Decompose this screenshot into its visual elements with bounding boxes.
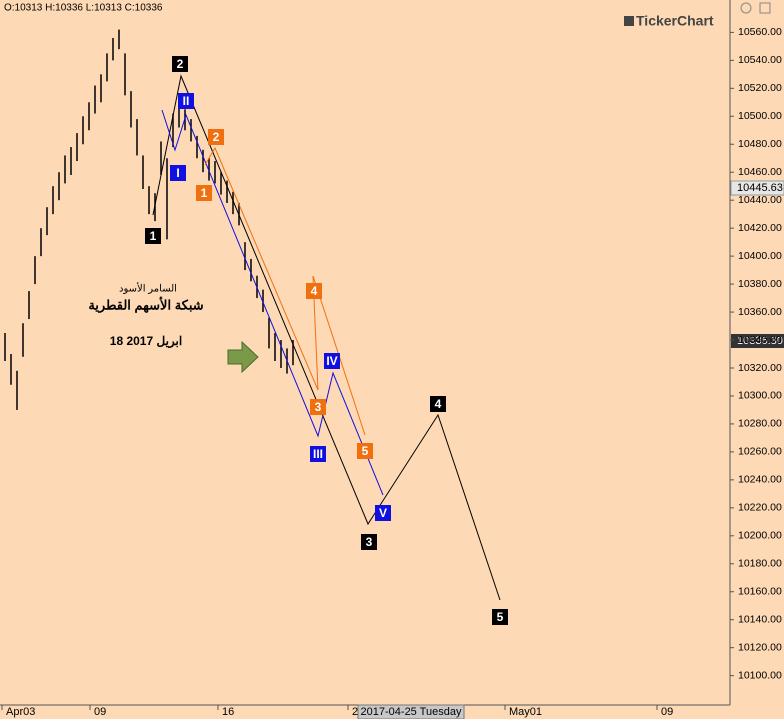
y-tick-label: 10320.00 bbox=[738, 362, 782, 374]
wave-label-box bbox=[361, 534, 377, 550]
y-tick-label: 10300.00 bbox=[738, 390, 782, 402]
y-tick-label: 10420.00 bbox=[738, 222, 782, 234]
y-tick-label: 10220.00 bbox=[738, 502, 782, 514]
wave-label: IV bbox=[326, 354, 337, 368]
x-tick-label: Apr03 bbox=[6, 706, 35, 718]
annotation-line1: السامر الأسود bbox=[119, 283, 177, 295]
wave-label: 2 bbox=[213, 130, 220, 144]
cursor-date: 2017-04-25 Tuesday bbox=[361, 706, 462, 718]
y-tick-label: 10360.00 bbox=[738, 306, 782, 318]
annotation-line2: شبكة الأسهم القطرية bbox=[88, 296, 203, 313]
wave-label-box bbox=[178, 93, 194, 109]
maximize-button[interactable] bbox=[759, 2, 771, 14]
wave-label: 3 bbox=[366, 535, 373, 549]
logo: TickerChart bbox=[636, 13, 714, 29]
wave-label-box bbox=[324, 353, 340, 369]
price-badge bbox=[731, 334, 784, 348]
price-badge bbox=[730, 180, 784, 196]
y-tick-label: 10180.00 bbox=[738, 558, 782, 570]
y-tick-label: 10140.00 bbox=[738, 613, 782, 625]
y-tick-label: 10120.00 bbox=[738, 641, 782, 653]
x-tick-label: 09 bbox=[661, 706, 673, 718]
y-tick-label: 10280.00 bbox=[738, 418, 782, 430]
y-tick-label: 10460.00 bbox=[738, 166, 782, 178]
y-tick-label: 10500.00 bbox=[738, 110, 782, 122]
y-tick-label: 10440.00 bbox=[738, 194, 782, 206]
wave-label: I bbox=[176, 166, 179, 180]
wave-label-box bbox=[170, 165, 186, 181]
y-tick-label: 10520.00 bbox=[738, 82, 782, 94]
wave-label-box bbox=[357, 443, 373, 459]
wave-label: II bbox=[183, 94, 190, 108]
wave-line-blue bbox=[161, 109, 384, 496]
wave-label-box bbox=[208, 129, 224, 145]
wave-label-box bbox=[306, 283, 322, 299]
wave-line-black bbox=[152, 74, 501, 601]
wave-label-box bbox=[430, 396, 446, 412]
x-tick-label: 16 bbox=[222, 706, 234, 718]
wave-label: 5 bbox=[362, 444, 369, 458]
annotation-line3: 18 ابريل 2017 bbox=[110, 334, 182, 349]
x-tick-label: 09 bbox=[94, 706, 106, 718]
ohlc-info: O:10313 H:10336 L:10313 C:10336 bbox=[4, 3, 163, 14]
y-tick-label: 10560.00 bbox=[738, 26, 782, 38]
price-badge-text: 10336.30 bbox=[737, 335, 783, 347]
wave-label: 3 bbox=[315, 400, 322, 414]
wave-label-box bbox=[492, 609, 508, 625]
wave-label-box bbox=[145, 228, 161, 244]
wave-label: III bbox=[313, 447, 323, 461]
wave-label-box bbox=[310, 446, 326, 462]
wave-label: 4 bbox=[435, 397, 442, 411]
arrow bbox=[227, 340, 259, 374]
price-badge-text: 10445.63 bbox=[737, 182, 783, 194]
y-tick-label: 10200.00 bbox=[738, 530, 782, 542]
y-tick-label: 10400.00 bbox=[738, 250, 782, 262]
wave-label-box bbox=[196, 185, 212, 201]
logo-icon bbox=[624, 16, 634, 26]
y-tick-label: 10240.00 bbox=[738, 474, 782, 486]
wave-label: 4 bbox=[311, 284, 318, 298]
wave-label: 2 bbox=[177, 57, 184, 71]
settings-button[interactable] bbox=[740, 2, 752, 14]
wave-label-box bbox=[375, 505, 391, 521]
y-tick-label: 10260.00 bbox=[738, 446, 782, 458]
wave-label: 1 bbox=[201, 186, 208, 200]
cursor-date-box bbox=[357, 704, 465, 719]
wave-label-box bbox=[310, 399, 326, 415]
y-tick-label: 10380.00 bbox=[738, 278, 782, 290]
wave-label-box bbox=[172, 56, 188, 72]
y-tick-label: 10100.00 bbox=[738, 669, 782, 681]
x-tick-label: May01 bbox=[509, 706, 542, 718]
y-tick-label: 10340.00 bbox=[738, 334, 782, 346]
wave-label: 5 bbox=[497, 610, 504, 624]
wave-label: V bbox=[379, 506, 387, 520]
wave-label: 1 bbox=[150, 229, 157, 243]
y-tick-label: 10160.00 bbox=[738, 586, 782, 598]
wave-line-orange bbox=[204, 146, 366, 436]
y-tick-label: 10480.00 bbox=[738, 138, 782, 150]
y-tick-label: 10540.00 bbox=[738, 54, 782, 66]
